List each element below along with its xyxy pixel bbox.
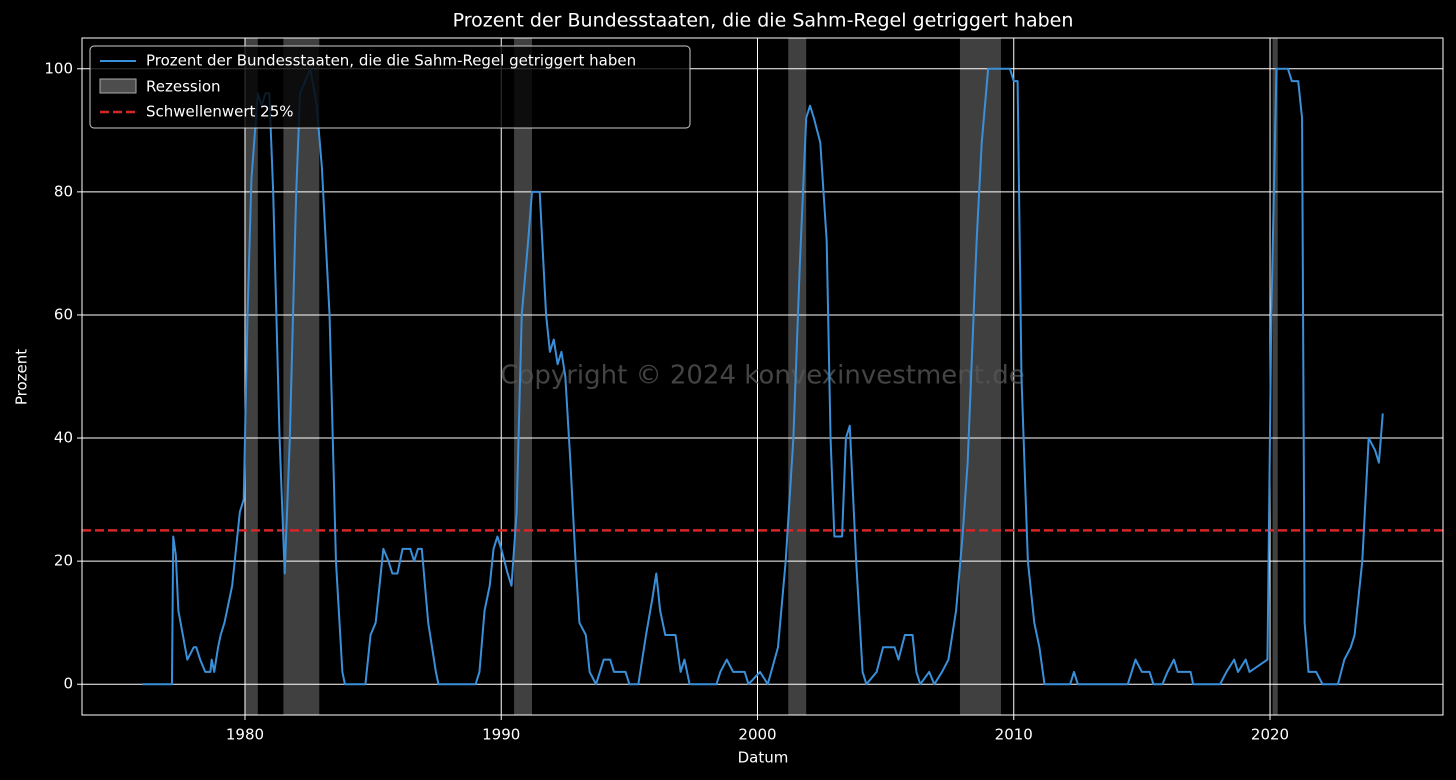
chart-title: Prozent der Bundesstaaten, die die Sahm-… xyxy=(453,10,1074,32)
y-axis-label: Prozent xyxy=(13,349,31,405)
recession-band xyxy=(1272,38,1278,715)
x-tick-label: 2010 xyxy=(995,726,1033,744)
watermark: Copyright © 2024 konvexinvestment.de xyxy=(500,361,1024,391)
legend-swatch xyxy=(99,78,137,94)
legend-label: Schwellenwert 25% xyxy=(146,103,294,121)
x-axis-label: Datum xyxy=(738,749,789,767)
legend-label: Prozent der Bundesstaaten, die die Sahm-… xyxy=(146,52,636,70)
y-tick-label: 60 xyxy=(54,305,73,323)
y-tick-label: 0 xyxy=(63,675,73,693)
plot-frame xyxy=(81,37,1444,716)
y-tick-label: 40 xyxy=(54,429,73,447)
x-tick-label: 2020 xyxy=(1251,726,1289,744)
recession-band xyxy=(514,38,532,715)
recession-band xyxy=(244,38,258,715)
legend-label: Rezession xyxy=(146,78,221,96)
x-tick-label: 2000 xyxy=(738,726,776,744)
recession-band xyxy=(283,38,320,715)
x-tick-label: 1980 xyxy=(226,726,264,744)
y-tick-label: 80 xyxy=(54,182,73,200)
y-tick-label: 20 xyxy=(54,552,73,570)
x-tick-label: 1990 xyxy=(482,726,520,744)
legend-box xyxy=(89,45,691,129)
y-tick-label: 100 xyxy=(44,59,73,77)
